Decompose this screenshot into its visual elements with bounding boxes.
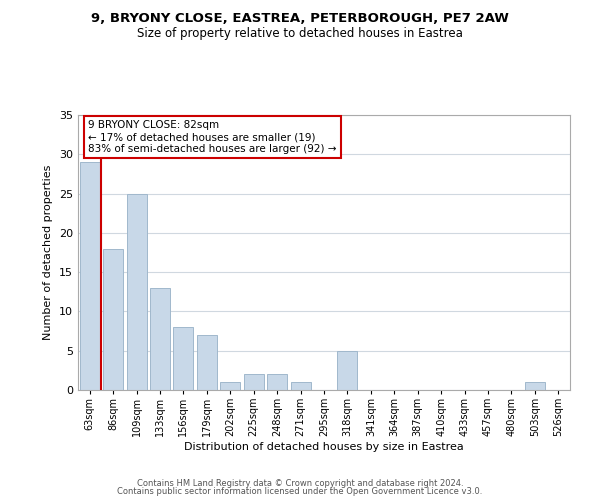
Bar	[80, 162, 100, 390]
Bar	[220, 382, 240, 390]
Y-axis label: Number of detached properties: Number of detached properties	[43, 165, 53, 340]
Bar	[150, 288, 170, 390]
Bar	[267, 374, 287, 390]
Bar	[127, 194, 146, 390]
Bar	[244, 374, 263, 390]
Bar	[525, 382, 545, 390]
X-axis label: Distribution of detached houses by size in Eastrea: Distribution of detached houses by size …	[184, 442, 464, 452]
Bar	[103, 248, 123, 390]
Text: 9, BRYONY CLOSE, EASTREA, PETERBOROUGH, PE7 2AW: 9, BRYONY CLOSE, EASTREA, PETERBOROUGH, …	[91, 12, 509, 26]
Text: Contains HM Land Registry data © Crown copyright and database right 2024.: Contains HM Land Registry data © Crown c…	[137, 478, 463, 488]
Bar	[290, 382, 311, 390]
Text: Size of property relative to detached houses in Eastrea: Size of property relative to detached ho…	[137, 28, 463, 40]
Bar	[197, 335, 217, 390]
Bar	[337, 350, 358, 390]
Bar	[173, 327, 193, 390]
Text: Contains public sector information licensed under the Open Government Licence v3: Contains public sector information licen…	[118, 487, 482, 496]
Text: 9 BRYONY CLOSE: 82sqm
← 17% of detached houses are smaller (19)
83% of semi-deta: 9 BRYONY CLOSE: 82sqm ← 17% of detached …	[88, 120, 337, 154]
